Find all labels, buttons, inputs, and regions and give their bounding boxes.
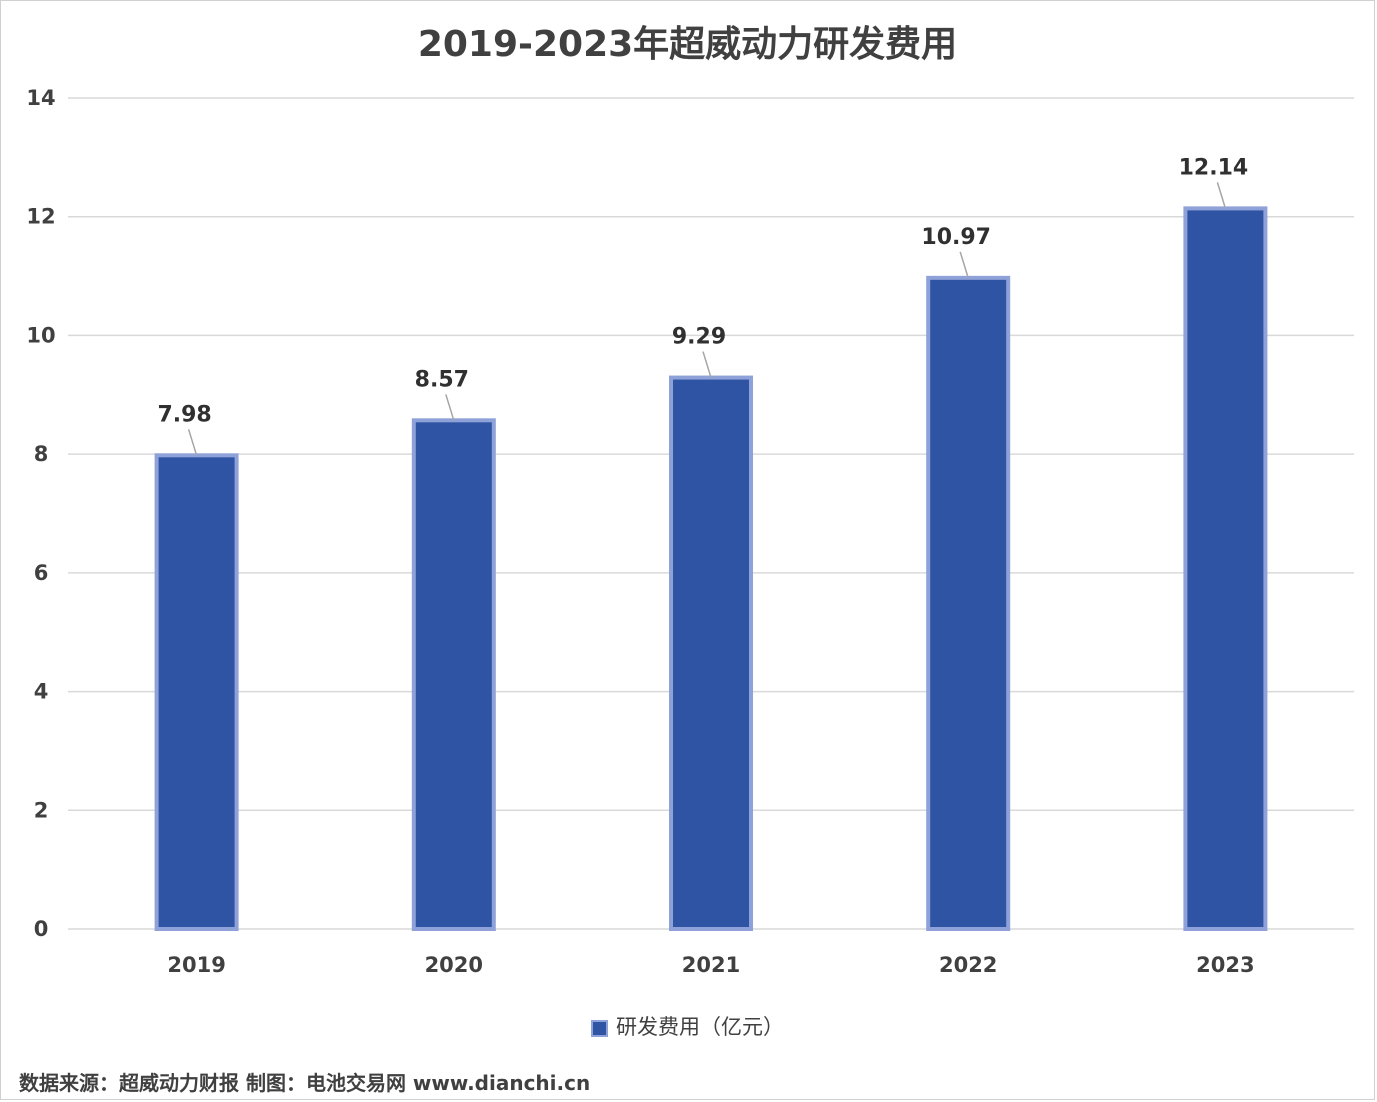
data-label: 9.29 — [672, 325, 726, 350]
data-label-leader — [187, 429, 198, 456]
chart-title: 2019-2023年超威动力研发费用 — [417, 24, 958, 65]
data-label-leader — [1216, 182, 1227, 209]
source-note: 数据来源：超威动力财报 制图：电池交易网 www.dianchi.cn — [19, 1071, 591, 1095]
data-label: 12.14 — [1179, 155, 1249, 180]
data-label-leader — [445, 394, 455, 421]
bar — [1183, 206, 1268, 931]
legend: 研发费用（亿元） — [1, 1011, 1374, 1041]
y-tick-label: 0 — [34, 917, 49, 941]
data-label: 10.97 — [921, 225, 991, 250]
legend-label: 研发费用（亿元） — [616, 1015, 784, 1039]
y-tick-label: 8 — [34, 442, 49, 466]
x-tick-label: 2022 — [939, 953, 997, 977]
data-label: 7.98 — [157, 402, 211, 427]
bar — [669, 375, 753, 931]
x-tick-label: 2019 — [167, 953, 225, 977]
bar — [154, 453, 239, 931]
y-tick-label: 14 — [26, 86, 55, 110]
y-tick-label: 12 — [26, 205, 55, 229]
y-tick-label: 4 — [34, 680, 49, 704]
y-tick-label: 10 — [26, 323, 55, 347]
x-tick-label: 2023 — [1196, 953, 1254, 977]
legend-swatch — [591, 1019, 608, 1037]
data-label-leader — [702, 351, 712, 378]
y-tick-label: 2 — [34, 798, 49, 822]
x-tick-label: 2021 — [682, 953, 740, 977]
x-tick-label: 2020 — [425, 953, 483, 977]
data-label-leader — [959, 251, 969, 279]
bar — [926, 275, 1011, 931]
bar — [411, 418, 496, 931]
y-tick-label: 6 — [34, 561, 49, 585]
data-label: 8.57 — [415, 367, 469, 392]
